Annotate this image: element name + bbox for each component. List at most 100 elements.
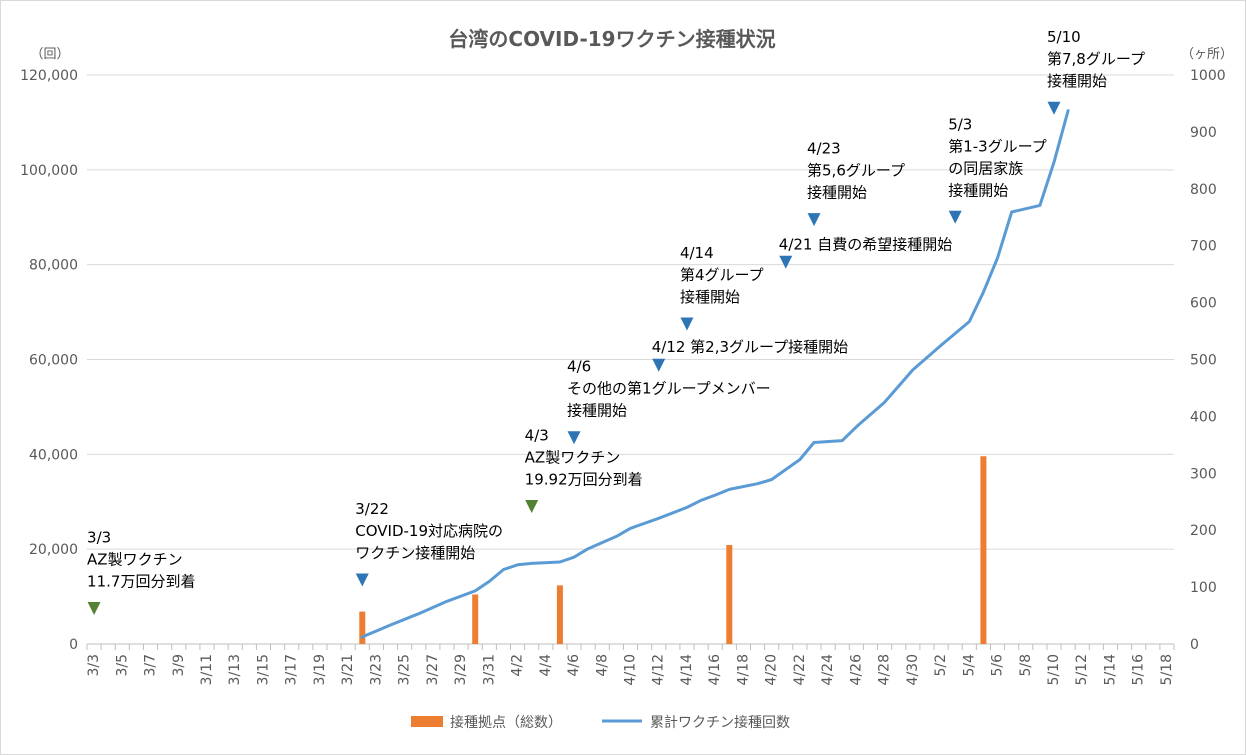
right-axis-ticks: 0 100 200 300 400 500 600 700 800 900 1000 — [1190, 68, 1226, 653]
bar — [726, 544, 733, 644]
annotation-marker — [807, 213, 821, 227]
x-tick-label: 3/19 — [312, 654, 328, 685]
right-axis-unit: （ヶ所） — [1181, 47, 1233, 62]
annotation-text: 接種開始 — [567, 402, 627, 420]
x-tick-label: 3/29 — [453, 654, 469, 685]
x-tick-label: 3/3 — [86, 654, 102, 677]
legend: 接種拠点（総数） 累計ワクチン接種回数 — [411, 714, 790, 731]
legend-line-label: 累計ワクチン接種回数 — [650, 714, 790, 731]
x-tick-label: 4/22 — [792, 654, 808, 685]
right-tick-label: 0 — [1190, 637, 1199, 653]
annotation-text: 3/3 — [87, 528, 111, 546]
legend-bar-label: 接種拠点（総数） — [450, 714, 562, 731]
x-tick-label: 3/27 — [425, 654, 441, 685]
x-tick-label: 4/20 — [764, 654, 780, 685]
bar — [980, 456, 987, 644]
annotation-text: 接種開始 — [680, 288, 740, 306]
annotation-text: その他の第1グループメンバー — [567, 380, 771, 398]
annotation-marker — [779, 255, 793, 269]
line-series — [360, 109, 1070, 639]
x-tick-label: 5/10 — [1046, 654, 1062, 685]
x-tick-label: 3/23 — [368, 654, 384, 685]
annotation-text: AZ製ワクチン — [87, 550, 183, 568]
annotation-text: 第5,6グループ — [807, 162, 905, 180]
annotation-text: AZ製ワクチン — [525, 448, 621, 466]
x-tick-label: 3/5 — [114, 654, 130, 677]
annotation-text: 第4グループ — [680, 266, 764, 284]
x-tick-label: 4/24 — [820, 654, 836, 686]
right-tick-label: 900 — [1190, 125, 1217, 141]
left-axis-unit: （回） — [30, 47, 69, 62]
x-tick-label: 4/12 — [651, 654, 667, 685]
annotation-marker — [1047, 101, 1061, 115]
right-tick-label: 700 — [1190, 239, 1217, 255]
x-tick-label: 4/30 — [905, 654, 921, 685]
right-tick-label: 200 — [1190, 523, 1217, 539]
annotation-text: 11.7万回分到着 — [87, 572, 195, 590]
right-tick-label: 500 — [1190, 353, 1217, 369]
left-tick-label: 100,000 — [20, 163, 78, 179]
legend-bar-swatch — [411, 716, 443, 727]
x-tick-label: 4/26 — [848, 654, 864, 686]
annotation-text: 5/3 — [948, 115, 972, 133]
x-tick-label: 4/16 — [707, 654, 723, 686]
x-tick-label: 5/18 — [1159, 654, 1175, 685]
left-tick-label: 120,000 — [20, 68, 78, 84]
bar — [556, 585, 563, 644]
left-tick-label: 0 — [69, 637, 78, 653]
right-tick-label: 1000 — [1190, 68, 1226, 84]
annotation-text: 4/21 自費の希望接種開始 — [779, 235, 952, 253]
x-tick-label: 5/14 — [1102, 654, 1118, 686]
left-tick-label: 40,000 — [29, 447, 78, 463]
x-tick-label: 5/16 — [1131, 654, 1147, 686]
annotations: 3/3 AZ製ワクチン 11.7万回分到着 3/22 COVID-19対応病院のワクチン… — [87, 28, 1145, 615]
x-tick-label: 5/4 — [961, 654, 977, 677]
left-axis-ticks: 0 20,000 40,000 60,000 80,000 100,000 120,000 — [20, 68, 78, 653]
x-tick-label: 5/8 — [1018, 654, 1034, 677]
x-tick-label: 4/10 — [623, 654, 639, 685]
annotation-text: 4/6 — [567, 358, 591, 376]
x-tick-label: 3/31 — [481, 654, 497, 685]
series-line — [360, 109, 1070, 639]
left-tick-label: 60,000 — [29, 353, 78, 369]
x-tick-label: 4/28 — [877, 654, 893, 685]
x-tick-label: 3/13 — [227, 654, 243, 685]
right-tick-label: 400 — [1190, 409, 1217, 425]
annotation-marker — [355, 573, 369, 587]
bar-series — [359, 456, 987, 644]
annotation-text: 接種開始 — [807, 184, 867, 202]
right-tick-label: 800 — [1190, 182, 1217, 198]
annotation-text: 第1-3グループ — [948, 137, 1047, 155]
annotation-marker — [567, 431, 581, 445]
left-tick-label: 20,000 — [29, 542, 78, 558]
x-tick-label: 4/6 — [566, 654, 582, 677]
x-tick-label: 3/21 — [340, 654, 356, 685]
annotation-text: 第7,8グループ — [1047, 50, 1145, 68]
right-tick-label: 300 — [1190, 466, 1217, 482]
annotation-text: 5/10 — [1047, 28, 1081, 46]
x-tick-label: 5/12 — [1074, 654, 1090, 685]
bar — [472, 594, 479, 644]
annotation-text: の同居家族 — [948, 159, 1023, 177]
right-tick-label: 100 — [1190, 580, 1217, 596]
x-tick-label: 3/17 — [284, 654, 300, 685]
x-tick-label: 3/7 — [143, 654, 159, 677]
chart-title: 台湾のCOVID-19ワクチン接種状況 — [448, 27, 775, 51]
annotation-text: 接種開始 — [1047, 72, 1107, 90]
annotation-text: 4/3 — [525, 426, 549, 444]
x-tick-label: 4/4 — [538, 654, 554, 677]
left-tick-label: 80,000 — [29, 258, 78, 274]
annotation-marker — [87, 601, 101, 615]
annotation-text: 4/12 第2,3グループ接種開始 — [652, 338, 848, 356]
x-tick-label: 3/11 — [199, 654, 215, 685]
annotation-text: 4/23 — [807, 140, 841, 158]
gridlines — [87, 74, 1174, 645]
x-tick-label: 5/6 — [990, 654, 1006, 677]
annotation-text: COVID-19対応病院の — [355, 522, 503, 540]
x-tick-label: 4/2 — [510, 654, 526, 677]
x-tick-label: 4/14 — [679, 654, 695, 686]
annotation-marker — [948, 210, 962, 224]
annotation-text: 19.92万回分到着 — [525, 470, 643, 488]
